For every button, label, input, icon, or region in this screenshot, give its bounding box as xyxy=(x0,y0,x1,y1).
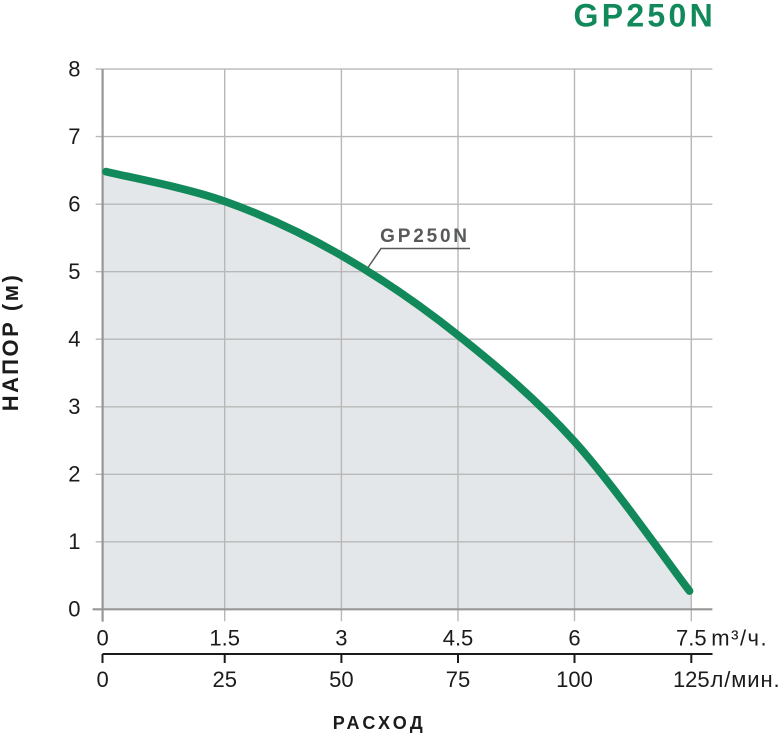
svg-text:GP250N: GP250N xyxy=(574,0,717,33)
svg-text:m³/ч.: m³/ч. xyxy=(711,626,768,651)
svg-text:0: 0 xyxy=(68,597,80,622)
svg-text:25: 25 xyxy=(212,667,236,692)
svg-text:GP250N: GP250N xyxy=(380,226,470,247)
svg-text:л/мин.: л/мин. xyxy=(711,667,781,692)
svg-text:100: 100 xyxy=(556,667,593,692)
svg-text:7: 7 xyxy=(68,124,80,149)
svg-text:0: 0 xyxy=(96,626,108,651)
svg-text:125: 125 xyxy=(673,667,710,692)
svg-text:7.5: 7.5 xyxy=(676,626,707,651)
svg-text:4.5: 4.5 xyxy=(443,626,474,651)
svg-text:3: 3 xyxy=(335,626,347,651)
svg-text:4: 4 xyxy=(68,326,80,351)
svg-text:1: 1 xyxy=(68,529,80,554)
svg-text:50: 50 xyxy=(329,667,353,692)
svg-text:0: 0 xyxy=(96,667,108,692)
svg-text:75: 75 xyxy=(446,667,470,692)
svg-text:8: 8 xyxy=(68,56,80,81)
svg-text:НАПОР (м): НАПОР (м) xyxy=(0,273,23,412)
svg-text:6: 6 xyxy=(568,626,580,651)
svg-text:6: 6 xyxy=(68,191,80,216)
svg-text:РАСХОД: РАСХОД xyxy=(333,713,426,733)
svg-text:5: 5 xyxy=(68,259,80,284)
svg-text:3: 3 xyxy=(68,394,80,419)
svg-text:1.5: 1.5 xyxy=(209,626,240,651)
svg-text:2: 2 xyxy=(68,462,80,487)
